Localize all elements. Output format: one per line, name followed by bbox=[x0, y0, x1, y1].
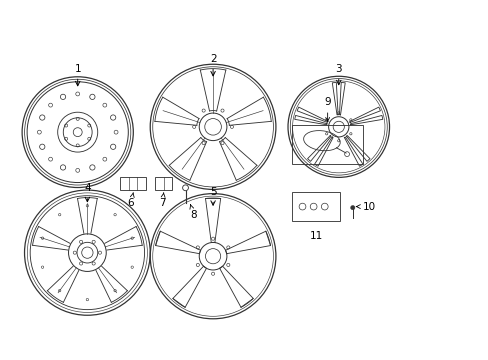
Text: 7: 7 bbox=[159, 193, 165, 208]
Text: 9: 9 bbox=[324, 97, 330, 121]
Bar bbox=[120, 177, 146, 190]
Bar bbox=[291, 125, 363, 164]
Text: 11: 11 bbox=[309, 231, 322, 242]
Bar bbox=[155, 177, 172, 190]
Text: 8: 8 bbox=[189, 204, 197, 220]
Text: 6: 6 bbox=[127, 193, 134, 208]
Text: 2: 2 bbox=[209, 54, 216, 76]
Text: 3: 3 bbox=[335, 64, 342, 85]
Text: 5: 5 bbox=[209, 186, 216, 205]
Bar bbox=[291, 192, 340, 221]
Text: 1: 1 bbox=[74, 64, 81, 86]
Ellipse shape bbox=[350, 206, 354, 210]
Text: 10: 10 bbox=[356, 202, 375, 212]
Text: 4: 4 bbox=[84, 183, 90, 202]
